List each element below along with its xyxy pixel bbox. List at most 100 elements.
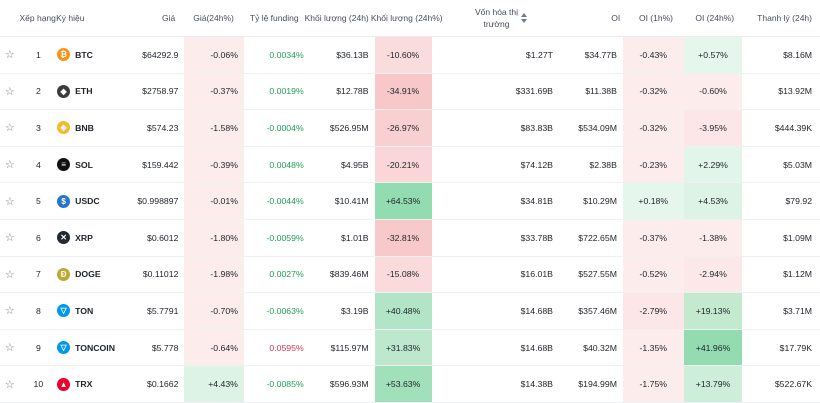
header-market-cap-line2: trường [483,19,510,29]
volume-cell: $115.97M [330,342,369,353]
liquidation-cell: $79.92 [785,196,813,207]
header-oi-1h[interactable]: OI (1h%) [638,13,673,23]
favorite-star-icon[interactable]: ☆ [4,268,15,281]
open-interest-cell: $34.77B [584,49,617,60]
funding-rate-cell: 0.0034% [269,49,304,60]
header-volume[interactable]: Khối lượng (24h) [304,13,369,23]
symbol-cell[interactable]: ✕ XRP [57,220,130,256]
favorite-star-icon[interactable]: ☆ [4,195,15,208]
market-cap-cell: $331.69B [515,86,553,97]
header-oi[interactable]: OI [611,13,621,23]
liquidation-cell: $13.92M [778,86,813,97]
liquidation-cell: $522.67K [774,379,813,390]
symbol-cell[interactable]: ◆ ETH [57,74,130,110]
favorite-star-icon[interactable]: ☆ [4,232,15,245]
header-price[interactable]: Giá [162,13,176,23]
market-cap-cell: $16.01B [520,269,553,280]
favorite-star-icon[interactable]: ☆ [4,342,15,355]
price-change-24h-cell: -0.37% [184,73,244,110]
table-row[interactable]: ☆ 10 ▲ TRX $0.1662 +4.43% -0.0085% $596.93M +53.… [0,366,820,403]
price-cell: $0.6012 [147,232,179,243]
market-cap-cell: $1.27T [525,49,553,60]
price-cell: $5.778 [151,342,179,353]
volume-change-cell: +64.53% [374,183,432,219]
symbol-cell[interactable]: ▽ TON [57,293,130,329]
volume-change-cell: -15.08% [374,256,432,293]
favorite-star-icon[interactable]: ☆ [4,378,15,391]
header-funding[interactable]: Tỷ lệ funding [249,13,299,23]
header-price-24h[interactable]: Giá(24h%) [193,13,234,23]
symbol-cell[interactable]: Ð DOGE [57,257,130,293]
header-symbol[interactable]: Ký hiệu [56,13,85,23]
market-cap-cell: $83.83B [520,122,553,133]
symbol-label: ETH [75,86,93,97]
favorite-star-icon[interactable]: ☆ [4,85,15,98]
header-rank[interactable]: Xếp hạng [19,13,56,23]
liquidation-cell: $1.09M [783,232,813,243]
header-market-cap-line1: Vốn hóa thị [474,7,518,17]
oi-change-1h-cell: -0.43% [622,37,684,73]
volume-change-cell: +53.63% [374,366,432,402]
funding-rate-cell: 0.0595% [269,342,304,353]
price-change-24h-cell: -1.98% [184,256,244,293]
table-row[interactable]: ☆ 8 ▽ TON $5.7791 -0.70% -0.0063% $3.19B +40.48%… [0,293,820,330]
favorite-star-icon[interactable]: ☆ [4,159,15,172]
table-row[interactable]: ☆ 5 $ USDC $0.998897 -0.01% -0.0044% $10.41M +64… [0,183,820,220]
symbol-label: BNB [75,122,94,133]
funding-rate-cell: -0.0059% [266,232,304,243]
oi-change-24h-cell: +41.96% [683,329,743,366]
header-market-cap[interactable]: Vốn hóa thị trường [439,0,563,36]
market-cap-cell: $34.81B [520,196,553,207]
funding-rate-cell: -0.0063% [266,305,304,316]
liquidation-cell: $444.39K [774,122,813,133]
price-cell: $574.23 [147,122,179,133]
usdc-icon: $ [57,194,71,208]
header-volume-change[interactable]: Khối lượng (24h%) [370,13,443,23]
oi-change-24h-cell: -1.38% [683,219,743,256]
favorite-star-icon[interactable]: ☆ [4,49,15,62]
symbol-label: TRX [75,379,93,390]
symbol-cell[interactable]: ≡ SOL [57,147,130,183]
sort-icon[interactable] [521,13,527,23]
symbol-cell[interactable]: ₿ BTC [57,37,130,73]
table-row[interactable]: ☆ 9 ▽ TONCOIN $5.778 -0.64% 0.0595% $115.97M +31… [0,329,820,367]
oi-change-24h-cell: +0.57% [683,37,743,73]
table-row[interactable]: ☆ 7 Ð DOGE $0.11012 -1.98% 0.0027% $839.46M -15.… [0,256,820,294]
oi-change-1h-cell: -0.32% [622,110,684,146]
favorite-star-icon[interactable]: ☆ [4,122,15,135]
table-row[interactable]: ☆ 2 ◆ ETH $2758.97 -0.37% 0.0019% $12.78B -34.91… [0,73,820,111]
oi-change-1h-cell: -0.52% [622,256,684,293]
volume-cell: $4.95B [341,159,369,170]
open-interest-cell: $40.32M [583,342,617,353]
header-liquidation[interactable]: Thanh lý (24h) [757,13,812,23]
oi-change-1h-cell: -0.32% [622,73,684,110]
price-change-24h-cell: -0.39% [184,146,244,183]
symbol-label: SOL [75,159,93,170]
oi-change-24h-cell: +19.13% [683,293,743,329]
open-interest-cell: $722.65M [578,232,617,243]
open-interest-cell: $357.46M [578,305,617,316]
symbol-cell[interactable]: ◈ BNB [57,110,130,146]
header-oi-24h[interactable]: OI (24h%) [695,13,735,23]
favorite-star-icon[interactable]: ☆ [4,305,15,318]
price-change-24h-cell: -0.70% [184,293,244,329]
liquidation-cell: $8.16M [783,49,813,60]
table-row[interactable]: ☆ 1 ₿ BTC $64292.9 -0.06% 0.0034% $36.13B -10.60… [0,37,820,74]
volume-change-cell: +31.83% [374,329,432,366]
rank-cell: 7 [35,269,41,280]
volume-cell: $3.19B [341,305,369,316]
table-row[interactable]: ☆ 3 ◈ BNB $574.23 -1.58% -0.0004% $526.95M -26.9… [0,110,820,147]
table-row[interactable]: ☆ 4 ≡ SOL $159.442 -0.39% 0.0048% $4.95B -20.21%… [0,146,820,184]
volume-cell: $596.93M [329,379,369,390]
symbol-cell[interactable]: ▲ TRX [57,366,130,402]
funding-rate-cell: -0.0044% [266,196,304,207]
oi-change-24h-cell: -3.95% [683,110,743,146]
symbol-cell[interactable]: $ USDC [57,183,130,219]
rank-cell: 3 [35,122,41,133]
price-cell: $0.1662 [147,379,179,390]
symbol-label: TON [75,305,94,316]
symbol-cell[interactable]: ▽ TONCOIN [57,330,130,366]
volume-cell: $36.13B [336,49,369,60]
table-row[interactable]: ☆ 6 ✕ XRP $0.6012 -1.80% -0.0059% $1.01B -32.81%… [0,219,820,257]
